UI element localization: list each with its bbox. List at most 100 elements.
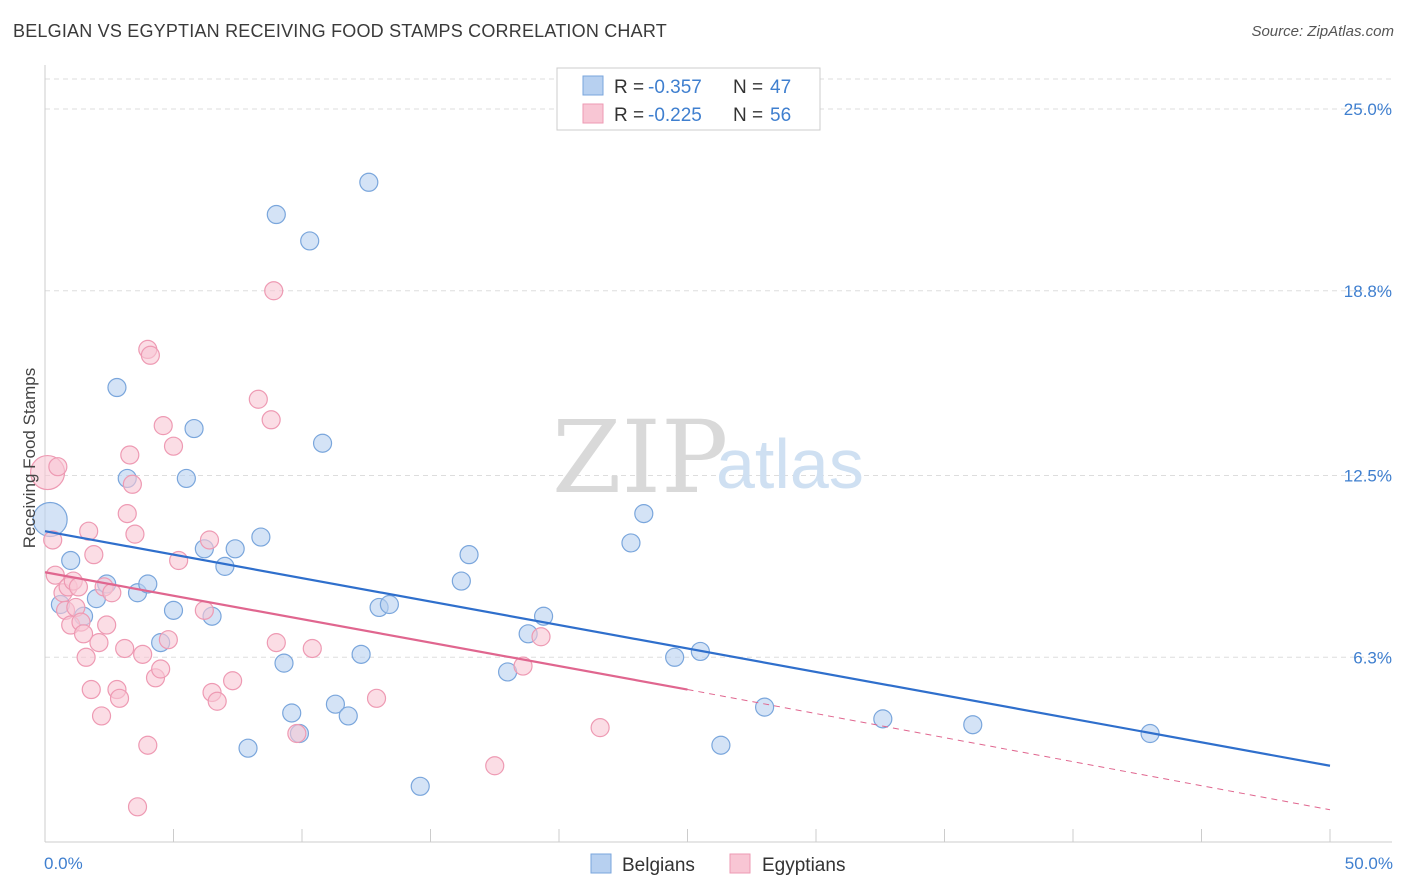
y-axis-label: Receiving Food Stamps xyxy=(20,368,39,548)
belgian-regression-line xyxy=(44,530,1331,767)
regression-lines xyxy=(44,530,1331,811)
egyptian-point xyxy=(125,524,145,544)
egyptian-point xyxy=(151,659,171,679)
egyptian-point xyxy=(127,797,148,817)
legend-swatch-belgians xyxy=(582,75,604,96)
belgian-point xyxy=(621,533,641,553)
correlation-legend: R = -0.357 N = 47 R = -0.225 N = 56 xyxy=(556,67,821,131)
bottom-legend-swatch-egyptians xyxy=(729,853,751,874)
belgian-point xyxy=(282,703,302,723)
egyptian-point xyxy=(485,756,505,776)
legend-n-value-belgians: 47 xyxy=(770,77,791,98)
egyptian-point xyxy=(248,389,268,409)
egyptian-point xyxy=(115,638,135,659)
belgian-point xyxy=(107,377,127,398)
watermark: ZIP atlas xyxy=(552,399,864,516)
egyptian-point xyxy=(287,723,307,744)
tick-labels: 6.3% 12.5% 18.8% 25.0% 0.0% 50.0% xyxy=(44,100,1393,873)
egyptian-point xyxy=(138,735,158,755)
egyptian-point xyxy=(140,345,160,365)
belgian-point xyxy=(266,204,286,225)
legend-n-label-belgians: N = xyxy=(733,77,763,98)
series-legend: Belgians Egyptians xyxy=(590,853,845,876)
y-tick-label: 6.3% xyxy=(1353,648,1392,667)
egyptian-point xyxy=(97,615,117,635)
egyptian-point xyxy=(302,638,322,659)
belgian-point xyxy=(251,527,271,547)
egyptian-point xyxy=(122,474,142,494)
egyptian-point xyxy=(590,718,610,738)
belgian-point xyxy=(451,571,471,591)
y-tick-label: 12.5% xyxy=(1344,466,1392,485)
bottom-legend-label-egyptians: Egyptians xyxy=(762,855,845,876)
egyptian-point xyxy=(84,545,104,565)
belgian-point xyxy=(359,172,379,192)
legend-r-label-belgians: R = xyxy=(614,77,644,98)
belgian-point xyxy=(176,468,196,489)
belgian-point xyxy=(325,694,346,714)
x-tick-label: 50.0% xyxy=(1345,854,1393,873)
egyptian-point xyxy=(91,706,112,726)
legend-n-label-egyptians: N = xyxy=(733,105,763,126)
egyptian-point xyxy=(153,416,173,436)
bottom-legend-label-belgians: Belgians xyxy=(622,855,695,876)
belgian-point xyxy=(351,644,371,664)
belgian-point xyxy=(184,418,204,439)
y-tick-label: 25.0% xyxy=(1344,100,1392,119)
belgian-point xyxy=(225,539,245,559)
egyptian-point xyxy=(120,445,140,465)
egyptian-regression-line xyxy=(44,571,688,691)
egyptian-point xyxy=(513,656,533,676)
egyptian-point xyxy=(81,679,101,700)
egyptian-point xyxy=(266,633,286,653)
x-tick-label: 0.0% xyxy=(44,854,83,873)
egyptian-point xyxy=(76,647,96,667)
egyptian-point xyxy=(199,530,220,550)
belgian-point xyxy=(665,647,685,667)
egyptian-point xyxy=(194,600,214,620)
legend-n-value-egyptians: 56 xyxy=(770,105,791,126)
belgian-point xyxy=(300,231,320,251)
egyptian-point xyxy=(89,633,109,653)
belgian-point xyxy=(634,504,654,524)
watermark-zip: ZIP xyxy=(552,399,728,516)
belgian-point xyxy=(873,709,893,729)
egyptian-point xyxy=(223,671,243,691)
egyptian-point xyxy=(264,281,284,301)
belgian-point xyxy=(754,697,775,717)
egyptian-point xyxy=(531,627,551,647)
egyptian-point xyxy=(109,688,130,708)
belgian-point xyxy=(312,433,333,453)
belgian-point xyxy=(711,735,731,755)
egyptian-point xyxy=(117,504,137,524)
legend-r-value-belgians: -0.357 xyxy=(648,77,702,98)
grid-lines xyxy=(45,78,1392,658)
belgian-point xyxy=(163,600,184,620)
bottom-legend-swatch-belgians xyxy=(590,853,612,874)
data-points xyxy=(29,172,1160,817)
chart-title: BELGIAN VS EGYPTIAN RECEIVING FOOD STAMP… xyxy=(13,21,667,41)
y-tick-label: 18.8% xyxy=(1344,282,1392,301)
egyptian-point xyxy=(158,630,178,650)
egyptian-regression-extrapolation xyxy=(687,689,1331,811)
egyptian-point xyxy=(207,691,227,711)
legend-r-value-egyptians: -0.225 xyxy=(648,105,702,126)
belgian-point xyxy=(338,706,358,726)
legend-r-label-egyptians: R = xyxy=(614,105,644,126)
chart-source: Source: ZipAtlas.com xyxy=(1251,23,1394,40)
belgian-point xyxy=(138,574,158,594)
egyptian-point xyxy=(48,457,68,477)
belgian-point xyxy=(963,715,983,735)
egyptian-point xyxy=(73,624,94,644)
belgian-point xyxy=(61,550,81,571)
watermark-atlas: atlas xyxy=(716,425,864,503)
belgian-point xyxy=(410,776,430,796)
egyptian-point xyxy=(133,644,153,664)
legend-swatch-egyptians xyxy=(582,103,604,124)
egyptian-point xyxy=(163,436,184,456)
belgian-point xyxy=(379,594,399,615)
egyptian-point xyxy=(366,688,387,708)
belgian-point xyxy=(238,738,258,758)
belgian-point xyxy=(215,556,235,576)
